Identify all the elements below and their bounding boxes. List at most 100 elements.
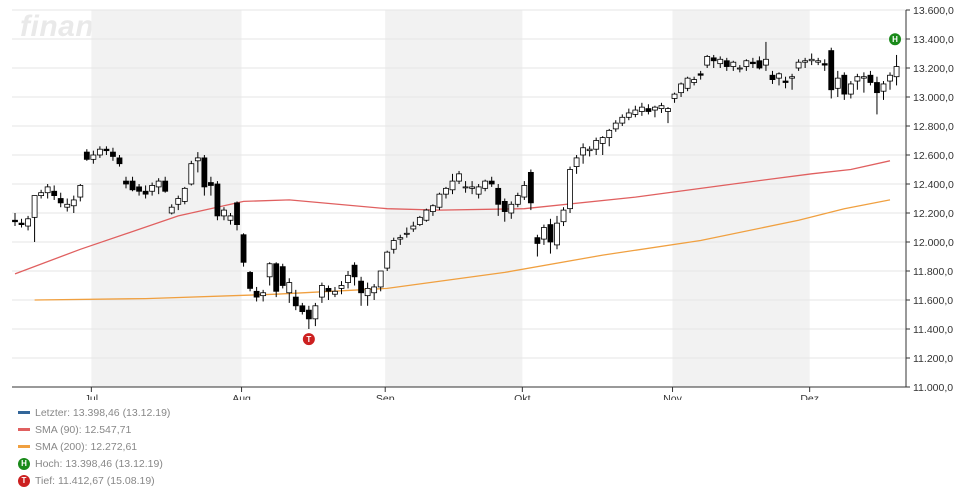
candle (168, 204, 175, 215)
candle-body (149, 185, 156, 192)
candle (704, 54, 711, 68)
candle-body (273, 263, 280, 292)
legend: Letzter: 13.398,46 (13.12.19) SMA (90): … (18, 404, 170, 489)
candle (717, 56, 724, 68)
candle-body (769, 74, 776, 80)
candle (234, 201, 240, 231)
y-tick-label: 12.800,0 (913, 121, 954, 133)
candle (175, 195, 182, 211)
candle-body (717, 58, 724, 65)
candle-body (527, 171, 534, 204)
candle-body (31, 195, 38, 218)
candle-body (77, 185, 84, 198)
candle-body (25, 218, 31, 227)
candle (802, 57, 809, 68)
candle-body (821, 63, 828, 66)
candle (207, 176, 214, 196)
y-tick-label: 13.400,0 (913, 34, 954, 46)
sma90-swatch (18, 428, 30, 431)
candle (658, 102, 665, 113)
candle (730, 60, 737, 71)
candle-body (684, 77, 691, 89)
candle-body (887, 74, 893, 82)
candle-body (364, 287, 371, 297)
candle (567, 166, 573, 213)
candle-body (51, 190, 58, 196)
candle-body (521, 185, 528, 198)
candle (808, 53, 815, 66)
last-swatch (18, 411, 30, 414)
candle (149, 182, 156, 196)
candle-body (697, 73, 704, 76)
y-tick-label: 11.000,0 (913, 382, 953, 394)
candle (456, 170, 462, 184)
candle-body (730, 61, 737, 67)
candle-body (625, 112, 632, 118)
candle-body (743, 60, 750, 67)
candle-body (338, 285, 345, 289)
candle-body (214, 183, 221, 217)
candle (469, 181, 476, 195)
candle-body (501, 200, 508, 212)
candle-body (789, 76, 795, 79)
legend-last: Letzter: 13.398,46 (13.12.19) (18, 404, 170, 421)
candle (286, 278, 293, 303)
candle-body (103, 148, 110, 152)
candle (678, 82, 684, 97)
candle-body (188, 163, 195, 185)
candle-body (658, 105, 665, 109)
candle (155, 178, 162, 195)
sma-200-path (34, 199, 891, 301)
candle (18, 218, 25, 228)
candle-body (312, 305, 319, 320)
candle-body (847, 83, 854, 95)
candle-body (423, 209, 430, 221)
y-tick-label: 12.600,0 (913, 150, 954, 162)
candle (292, 289, 299, 311)
candle-body (83, 151, 90, 160)
candle (815, 57, 822, 66)
candle-body (443, 187, 449, 195)
candle-body (861, 76, 867, 79)
candle (710, 54, 717, 68)
candle (31, 195, 38, 242)
candle (332, 286, 338, 298)
candle (351, 262, 358, 286)
y-tick-label: 12.000,0 (913, 237, 954, 249)
candle-body (292, 296, 299, 307)
candle-body (358, 280, 364, 294)
candle (12, 213, 18, 227)
candle-body (207, 182, 214, 186)
candle-body (12, 219, 18, 223)
candle-body (567, 169, 573, 210)
candle-body (377, 270, 384, 288)
candle (887, 72, 893, 90)
candle (763, 41, 769, 71)
candle-body (763, 58, 769, 66)
y-tick-label: 13.600,0 (913, 5, 954, 17)
candle-body (168, 206, 175, 214)
candle (25, 215, 31, 231)
candle-body (260, 292, 267, 297)
candle (416, 215, 423, 227)
candle-body (619, 116, 626, 124)
x-tick-label: Okt (514, 393, 530, 400)
candle-body (247, 272, 253, 289)
legend-high: H Hoch: 13.398,46 (13.12.19) (18, 455, 170, 472)
candle (495, 184, 502, 216)
candle-body (142, 190, 149, 195)
candle (874, 76, 880, 115)
candle (410, 221, 417, 232)
candle-body (430, 205, 436, 212)
candle-body (534, 237, 541, 244)
candle (305, 305, 312, 329)
candle (103, 146, 110, 155)
candle-body (612, 122, 619, 130)
candle-body (299, 305, 306, 312)
candle (260, 289, 267, 302)
candle (443, 186, 449, 199)
sma200-swatch (18, 445, 30, 448)
candle (57, 192, 64, 208)
candle (397, 234, 404, 245)
candle-body (325, 287, 332, 292)
